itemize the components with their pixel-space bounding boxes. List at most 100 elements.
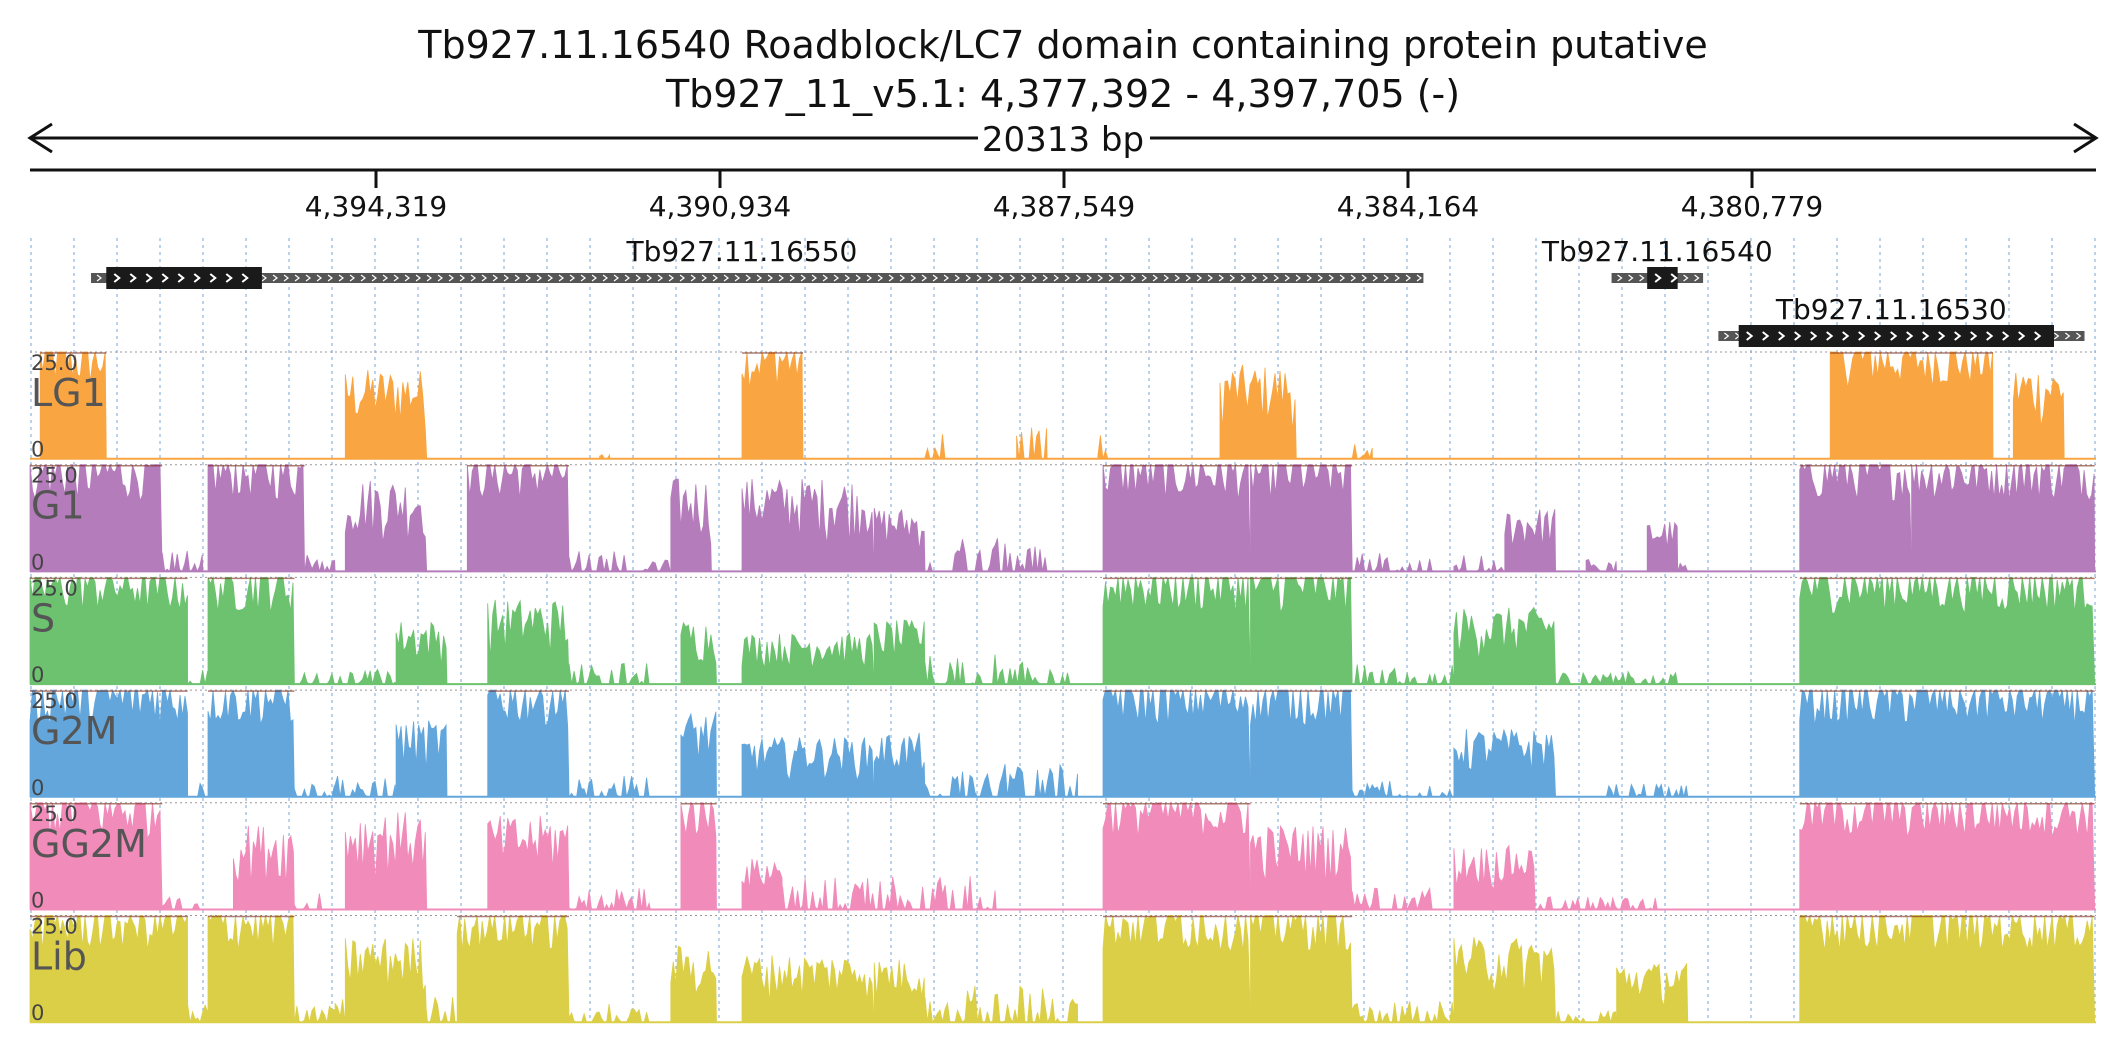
strand-chevron-icon xyxy=(1906,331,1914,341)
track-ymax-label: 25.0 xyxy=(31,915,78,939)
strand-chevron-icon xyxy=(899,274,906,282)
strand-chevron-icon xyxy=(701,274,708,282)
coverage-area xyxy=(1102,914,1251,1023)
coverage-area xyxy=(1102,801,1251,910)
strand-chevron-icon xyxy=(712,274,719,282)
strand-chevron-icon xyxy=(1954,331,1962,341)
strand-chevron-icon xyxy=(2076,332,2082,340)
gene-model[interactable]: Tb927.11.16550 xyxy=(91,235,1424,289)
strand-chevron-icon xyxy=(2018,331,2026,341)
coverage-area xyxy=(294,893,325,910)
strand-chevron-icon xyxy=(1922,331,1930,341)
strand-chevron-icon xyxy=(613,274,620,282)
coverage-area xyxy=(395,720,448,798)
gene-model[interactable]: Tb927.11.16530 xyxy=(1718,293,2085,347)
strand-chevron-icon xyxy=(888,274,895,282)
track-ymax-label: 25.0 xyxy=(31,802,78,826)
strand-chevron-icon xyxy=(954,274,961,282)
strand-chevron-icon xyxy=(177,273,185,283)
strand-chevron-icon xyxy=(415,274,422,282)
strand-chevron-icon xyxy=(272,274,279,282)
strand-chevron-icon xyxy=(789,274,796,282)
strand-chevron-icon xyxy=(1086,274,1093,282)
coverage-area xyxy=(466,463,570,572)
strand-chevron-icon xyxy=(1218,274,1225,282)
strand-chevron-icon xyxy=(209,273,217,283)
strand-chevron-icon xyxy=(547,274,554,282)
strand-chevron-icon xyxy=(193,273,201,283)
coverage-area xyxy=(1097,435,1114,460)
coverage-area xyxy=(39,351,107,460)
coverage-area xyxy=(1646,521,1679,572)
strand-chevron-icon xyxy=(1064,274,1071,282)
strand-chevron-icon xyxy=(822,274,829,282)
strand-chevron-icon xyxy=(113,273,121,283)
strand-chevron-icon xyxy=(1053,274,1060,282)
strand-chevron-icon xyxy=(261,274,268,282)
strand-chevron-icon xyxy=(503,274,510,282)
ruler-tick-label: 4,387,549 xyxy=(993,190,1136,223)
strand-chevron-icon xyxy=(1273,274,1280,282)
track-name-label: G1 xyxy=(31,484,85,528)
strand-chevron-icon xyxy=(866,274,873,282)
track-ymax-label: 25.0 xyxy=(31,689,78,713)
track-ymax-label: 25.0 xyxy=(31,576,78,600)
strand-chevron-icon xyxy=(1383,274,1390,282)
strand-chevron-icon xyxy=(558,274,565,282)
strand-chevron-icon xyxy=(96,274,103,282)
coverage-area xyxy=(568,551,631,573)
strand-chevron-icon xyxy=(1858,331,1866,341)
coverage-area xyxy=(1596,783,1689,799)
track-ymin-label: 0 xyxy=(31,1001,44,1025)
track-ymin-label: 0 xyxy=(31,776,44,800)
vertical-gridlines xyxy=(30,238,2096,1020)
strand-chevron-icon xyxy=(1826,331,1834,341)
coverage-area xyxy=(1351,886,1434,912)
coverage-area xyxy=(344,481,428,572)
strand-chevron-icon xyxy=(1694,274,1700,282)
track-g2m: 25.0 0 G2M xyxy=(29,688,2096,800)
coverage-area xyxy=(741,479,875,572)
strand-chevron-icon xyxy=(1617,274,1623,282)
strand-chevron-icon xyxy=(448,274,455,282)
coverage-area xyxy=(2012,372,2065,460)
strand-chevron-icon xyxy=(1724,332,1730,340)
coverage-area xyxy=(1555,670,1679,686)
strand-chevron-icon xyxy=(1229,274,1236,282)
strand-chevron-icon xyxy=(2034,331,2042,341)
strand-chevron-icon xyxy=(1075,274,1082,282)
span-label: 20313 bp xyxy=(982,120,1144,160)
strand-chevron-icon xyxy=(514,274,521,282)
coverage-area xyxy=(1351,1001,1455,1024)
coverage-area xyxy=(873,732,926,798)
gene-model[interactable]: Tb927.11.16540 xyxy=(1541,235,1773,289)
strand-chevron-icon xyxy=(305,274,312,282)
strand-chevron-icon xyxy=(327,274,334,282)
strand-chevron-icon xyxy=(1328,274,1335,282)
strand-chevron-icon xyxy=(668,274,675,282)
coverage-area xyxy=(1102,463,1251,572)
strand-chevron-icon xyxy=(525,274,532,282)
strand-chevron-icon xyxy=(844,274,851,282)
strand-chevron-icon xyxy=(1119,274,1126,282)
coverage-area xyxy=(1585,558,1618,573)
strand-chevron-icon xyxy=(1152,274,1159,282)
strand-chevron-icon xyxy=(998,274,1005,282)
ruler-tick-label: 4,384,164 xyxy=(1337,190,1480,223)
strand-chevron-icon xyxy=(569,274,576,282)
strand-chevron-icon xyxy=(987,274,994,282)
strand-chevron-icon xyxy=(470,274,477,282)
coverage-area xyxy=(1799,688,2096,798)
strand-chevron-icon xyxy=(1306,274,1313,282)
strand-chevron-icon xyxy=(833,274,840,282)
strand-chevron-icon xyxy=(734,274,741,282)
strand-chevron-icon xyxy=(1284,274,1291,282)
strand-chevron-icon xyxy=(767,274,774,282)
coverage-area xyxy=(782,876,997,911)
strand-chevron-icon xyxy=(145,273,153,283)
arrow-right-icon xyxy=(2073,122,2099,154)
strand-chevron-icon xyxy=(811,274,818,282)
coverage-area xyxy=(741,632,875,685)
track-ymin-label: 0 xyxy=(31,889,44,913)
strand-chevron-icon xyxy=(393,274,400,282)
